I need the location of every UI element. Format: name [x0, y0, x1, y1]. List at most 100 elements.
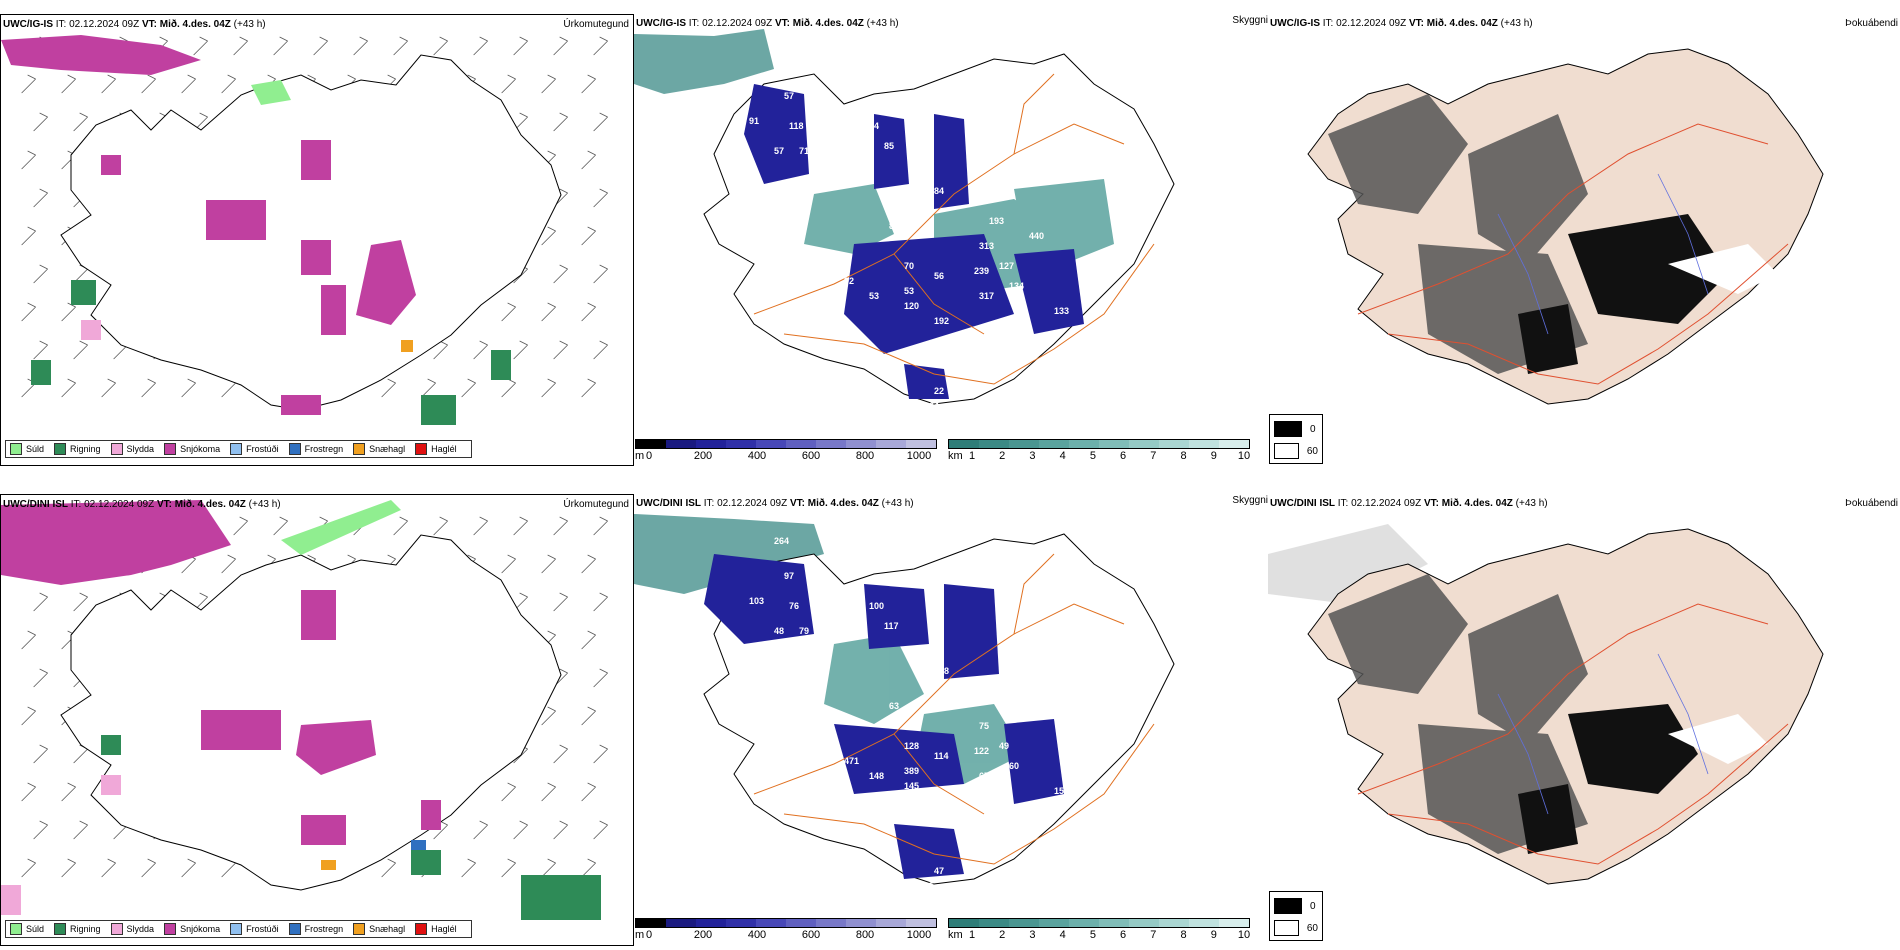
colorbar-tick: 7 [1150, 450, 1157, 462]
panel-title: Úrkomutegund [563, 499, 629, 510]
lead-time: (+43 h) [881, 498, 914, 509]
visibility-value-label: 134 [1009, 281, 1024, 291]
precip-legend-item: Rigning [54, 923, 101, 935]
precip-legend-item: Frostúði [230, 443, 279, 455]
precip-legend-item: Frostúði [230, 923, 279, 935]
precip-legend-item: Haglél [415, 923, 457, 935]
visibility-value-label: 84 [814, 756, 824, 766]
visibility-value-label: 148 [869, 771, 884, 781]
visibility-m-colorbar: m 0 200 400 600 800 1000 [635, 918, 937, 941]
model-name: UWC/DINI ISL [1270, 498, 1335, 509]
precip-legend-item: Frostregn [288, 923, 343, 935]
panel-title: Þokuábendi [1845, 498, 1898, 509]
precip-legend: Súld Rigning Slydda Snjókoma Frostúði Frostre… [5, 440, 472, 458]
visibility-value-label: 53 [869, 291, 879, 301]
vt-label: VT: [1408, 18, 1424, 29]
visibility-value-label: 114 [934, 751, 949, 761]
iceland-coastline [703, 533, 1175, 885]
it-label: IT: [55, 19, 67, 30]
colorbar-tick: 3 [1029, 929, 1036, 941]
colorbar-tick: 8 [1180, 929, 1187, 941]
road-network [753, 73, 1155, 385]
visibility-value-label: 75 [979, 721, 989, 731]
precip-legend-item: Frostregn [288, 443, 343, 455]
visibility-value-label: 67 [979, 771, 989, 781]
precip-legend: Súld Rigning Slydda Snjókoma Frostúði Frostre… [5, 920, 472, 938]
it-value: 02.12.2024 09Z [84, 499, 155, 510]
visibility-panel-row2: 264 97 103 76 48 79 100 117 148 63 84 471 389 114 145 9… [634, 494, 1270, 946]
colorbar-tick: 0 [645, 450, 653, 462]
visibility-value-label: 92 [844, 276, 854, 286]
fog-panel-row2: UWC/DINI ISL IT: 02.12.2024 09Z VT: Mið.… [1268, 494, 1900, 946]
colorbar-tick: 7 [1150, 929, 1157, 941]
colorbar-tick: 200 [693, 450, 713, 462]
visibility-value-label: 91 [749, 116, 759, 126]
precip-type-map-row2 [1, 500, 608, 920]
panel-title: Skyggni [1232, 15, 1268, 26]
lead-time: (+43 h) [866, 18, 899, 29]
visibility-value-label: 122 [974, 746, 989, 756]
visibility-value-label: 100 [869, 601, 884, 611]
precip-blobs [1, 35, 511, 425]
rivers [1497, 173, 1709, 335]
visibility-value-label: 79 [799, 626, 809, 636]
colorbar-tick: 1 [968, 450, 976, 462]
vt-label: VT: [141, 19, 157, 30]
colorbar-tick: 2 [999, 450, 1006, 462]
rivers [1497, 653, 1709, 815]
visibility-value-label: 107 [1029, 711, 1044, 721]
visibility-value-label: 313 [979, 241, 994, 251]
colorbar-tick: 600 [801, 929, 821, 941]
visibility-value-label: 148 [934, 666, 949, 676]
colorbar-tick: 1 [968, 929, 976, 941]
colorbar-tick: 10 [1237, 929, 1251, 941]
visibility-value-label: 84 [934, 186, 944, 196]
colorbar-tick: 5 [1089, 929, 1096, 941]
visibility-value-label: 49 [999, 741, 1009, 751]
visibility-value-label: 440 [1029, 231, 1044, 241]
colorbar-tick: 400 [747, 929, 767, 941]
it-label: IT: [70, 499, 82, 510]
vt-label: VT: [156, 499, 172, 510]
it-label: IT: [688, 18, 700, 29]
visibility-m-colorbar: m 0 200 400 600 800 1000 [635, 439, 937, 462]
visibility-value-label: 85 [924, 881, 934, 891]
it-label: IT: [1322, 18, 1334, 29]
visibility-value-label: 71 [799, 146, 809, 156]
lead-time: (+43 h) [248, 499, 281, 510]
fog-legend: 0 60 [1269, 414, 1323, 464]
precip-legend-item: Slydda [110, 443, 154, 455]
vt-label: VT: [789, 498, 805, 509]
visibility-value-label: 389 [904, 766, 919, 776]
it-value: 02.12.2024 09Z [702, 18, 773, 29]
precip-legend-item: Súld [10, 443, 44, 455]
model-name: UWC/DINI ISL [3, 499, 68, 510]
colorbar-tick: 8 [1180, 450, 1187, 462]
colorbar-tick: 1000 [906, 929, 932, 941]
visibility-value-label: 97 [784, 571, 794, 581]
visibility-value-label: 22 [934, 386, 944, 396]
it-value: 02.12.2024 09Z [717, 498, 788, 509]
visibility-value-label: 471 [844, 756, 859, 766]
visibility-value-label: 94 [869, 121, 879, 131]
visibility-value-label: 53 [904, 286, 914, 296]
visibility-value-label: 57 [784, 91, 794, 101]
precip-legend-item: Haglél [415, 443, 457, 455]
visibility-values: 338 57 91 118 57 71 94 85 84 85 65 92 53 56 120 192 70 53… [749, 56, 1069, 411]
precip-type-map-row1 [1, 35, 608, 425]
model-name: UWC/IG-IS [3, 19, 53, 30]
fog-panel-row1: UWC/IG-IS IT: 02.12.2024 09Z VT: Mið. 4.… [1268, 14, 1900, 466]
panel-title: Þokuábendi [1845, 18, 1898, 29]
it-value: 02.12.2024 09Z [1351, 498, 1422, 509]
precip-type-panel-row2: UWC/DINI ISL IT: 02.12.2024 09Z VT: Mið.… [0, 494, 634, 946]
vt-value: Mið. 4.des. 04Z [807, 498, 879, 509]
precip-legend-item: Rigning [54, 443, 101, 455]
vt-value: Mið. 4.des. 04Z [792, 18, 864, 29]
precip-legend-item: Súld [10, 923, 44, 935]
precip-legend-item: Snjókoma [164, 923, 220, 935]
road-network [753, 553, 1155, 865]
colorbar-tick: 6 [1120, 929, 1127, 941]
lead-time: (+43 h) [1515, 498, 1548, 509]
